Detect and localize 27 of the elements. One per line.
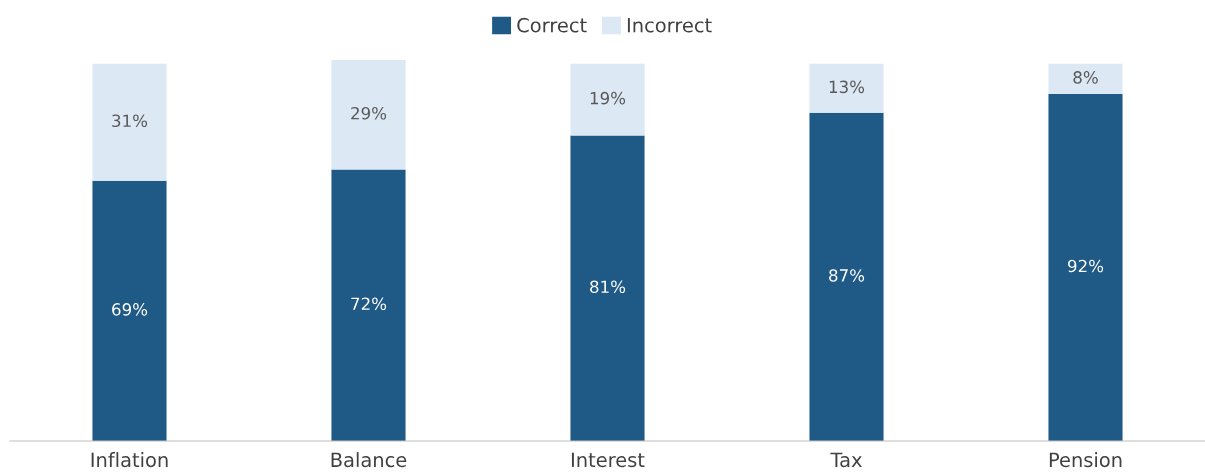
bar [570, 135, 645, 441]
legend-label: Correct [517, 17, 587, 33]
data-label: 72% [351, 297, 387, 311]
bar [570, 63, 645, 136]
data-label: 31% [112, 114, 148, 128]
legend-label: Incorrect [627, 18, 712, 33]
x-tick-label: Balance [331, 452, 407, 468]
data-label: 81% [590, 280, 626, 294]
bar [809, 112, 884, 441]
bar [92, 180, 167, 441]
bar [92, 63, 167, 181]
x-tick-label: Pension [1049, 452, 1122, 468]
bar [1048, 93, 1123, 441]
x-tick-label: Inflation [91, 452, 168, 468]
bar [1048, 63, 1123, 94]
x-tick-label: Interest [571, 452, 645, 468]
bar [331, 60, 406, 170]
data-label: 8% [1073, 71, 1098, 84]
bar [331, 169, 406, 441]
x-tick-label: Tax [830, 452, 862, 468]
data-label: 92% [1068, 259, 1104, 273]
data-label: 87% [829, 269, 865, 282]
data-label: 29% [351, 106, 387, 120]
bar [809, 63, 884, 113]
data-label: 19% [590, 91, 626, 105]
data-label: 69% [112, 303, 148, 316]
data-label: 13% [829, 80, 865, 94]
